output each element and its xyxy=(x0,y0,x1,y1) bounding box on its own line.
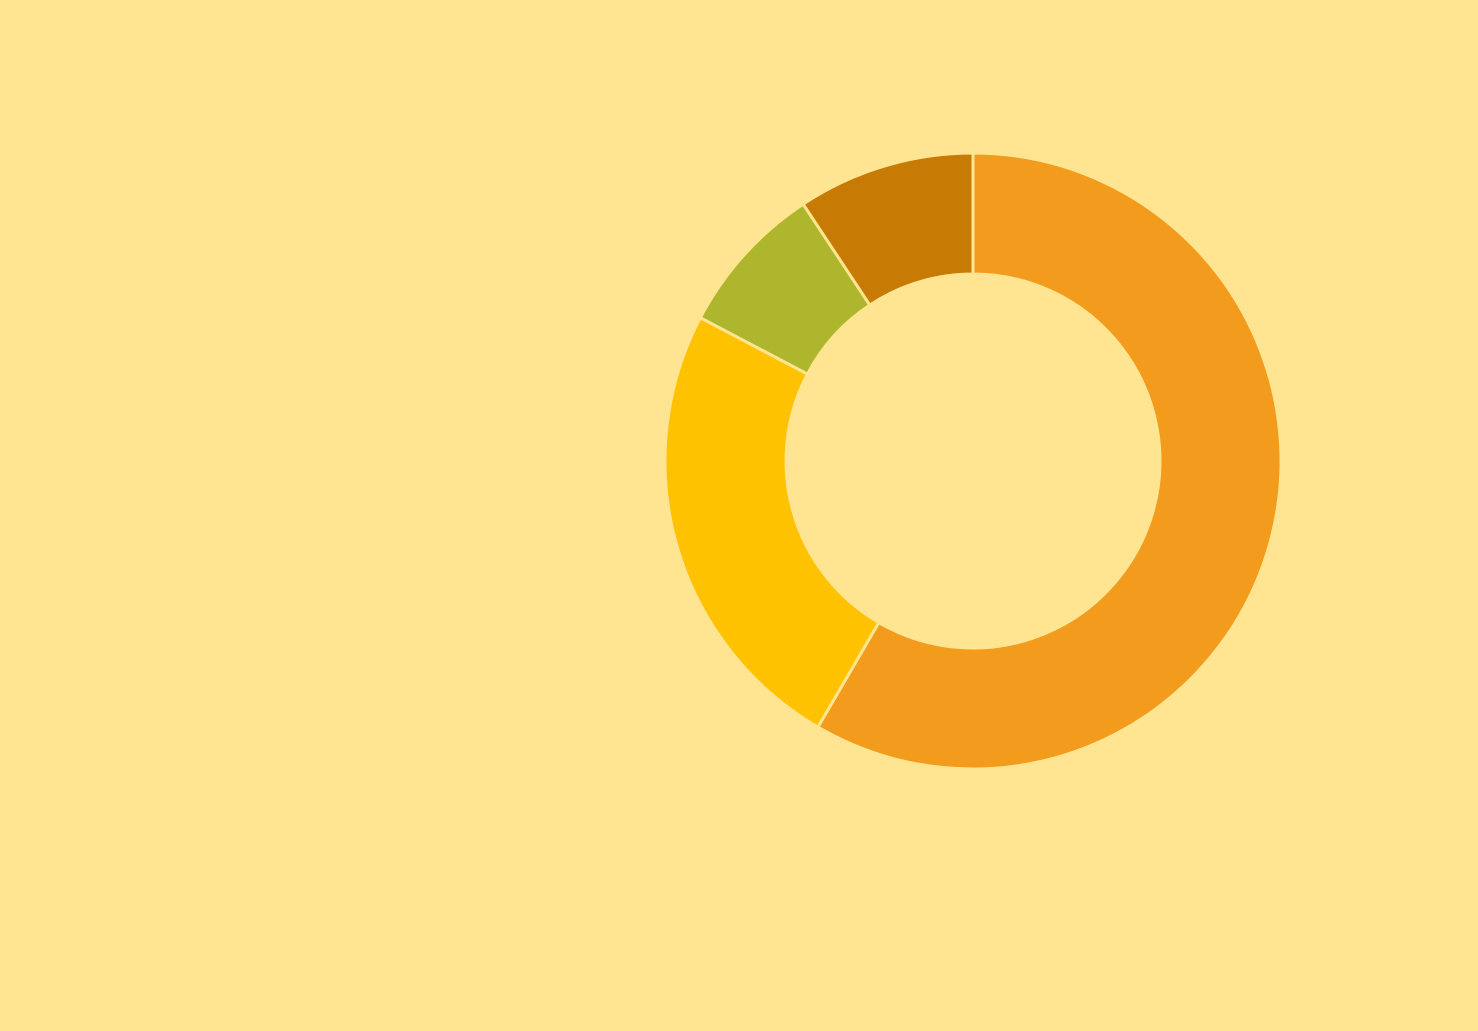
donut-slices xyxy=(665,153,1281,769)
donut-slice-2 xyxy=(665,318,879,727)
